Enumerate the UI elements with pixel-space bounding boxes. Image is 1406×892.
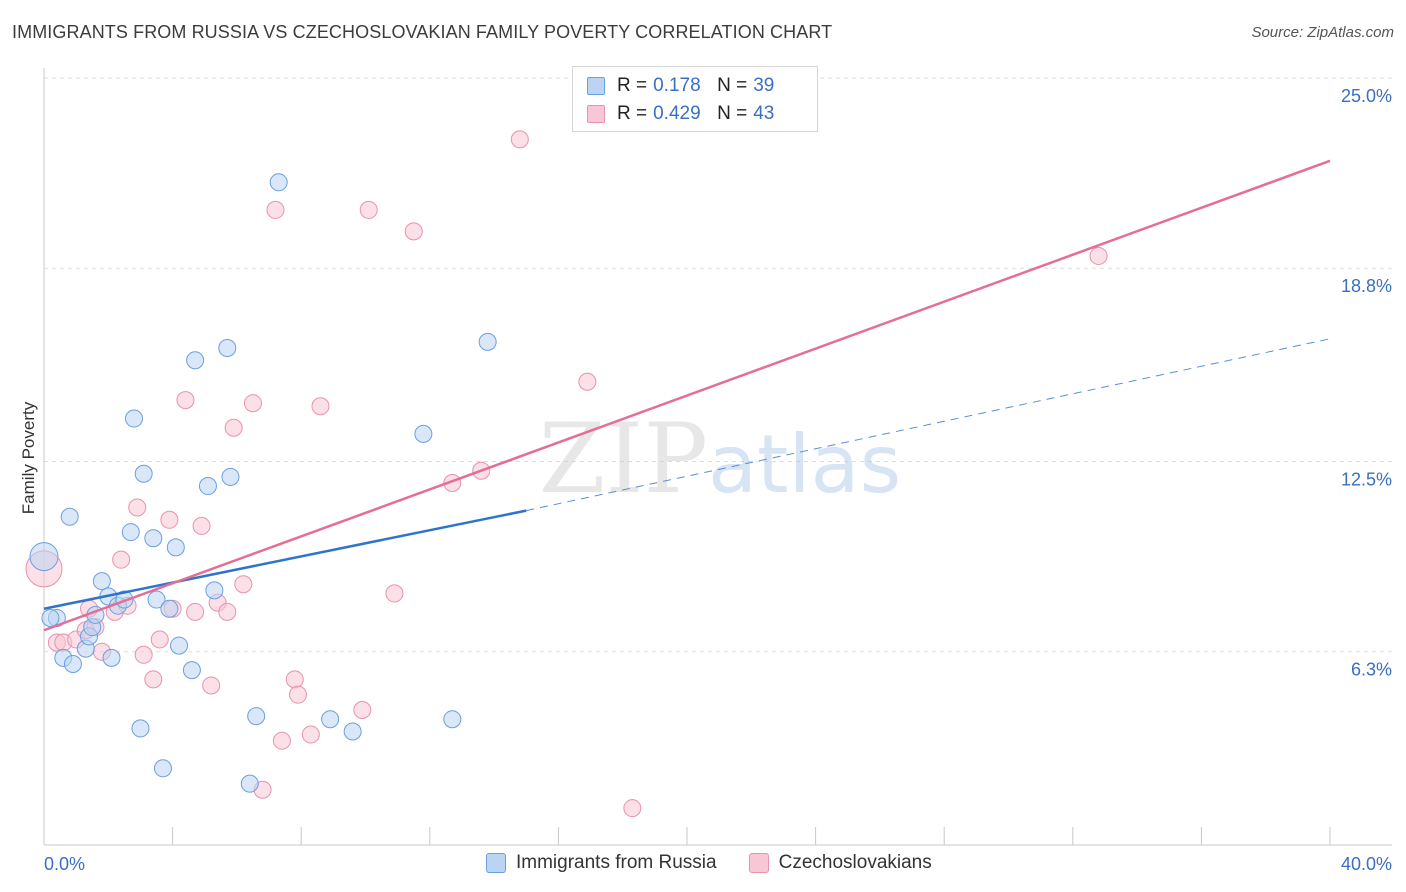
russia-point — [147, 590, 166, 609]
czech-point — [160, 510, 179, 529]
czech-point — [144, 670, 163, 689]
czech-point — [1089, 246, 1108, 265]
russia-swatch — [587, 77, 605, 95]
russia-point — [63, 654, 82, 673]
stats-legend: R = 0.178 N = 39 R = 0.429 N = 43 — [572, 66, 818, 132]
y-tick-label: 18.8% — [1341, 276, 1392, 296]
y-tick-label: 25.0% — [1341, 86, 1392, 106]
legend-item-czech: Czechoslovakians — [748, 852, 932, 874]
stats-legend-row-czech: R = 0.429 N = 43 — [587, 101, 774, 127]
y-axis-title: Family Poverty — [19, 401, 38, 514]
russia-trendline — [43, 509, 527, 610]
chart-title: IMMIGRANTS FROM RUSSIA VS CZECHOSLOVAKIA… — [12, 22, 833, 42]
russia-point — [160, 599, 179, 618]
russia-point — [443, 710, 462, 729]
n-value: 43 — [753, 103, 775, 124]
czech-point — [578, 372, 597, 391]
x-tick-label: 0.0% — [44, 854, 85, 874]
czech-point — [353, 701, 372, 720]
y-tick-label: 6.3% — [1351, 660, 1392, 680]
czech-point — [112, 550, 131, 569]
russia-point — [247, 707, 266, 726]
series-legend: Immigrants from Russia Czechoslovakians — [486, 852, 964, 874]
russia-point — [121, 523, 140, 542]
russia-point — [186, 351, 205, 370]
n-label: N = — [717, 75, 748, 96]
czech-point — [301, 725, 320, 744]
czech-point — [285, 670, 304, 689]
czech-point — [623, 799, 642, 818]
czech-point — [202, 676, 221, 695]
russia-point — [221, 467, 240, 486]
legend-label-czech: Czechoslovakians — [778, 852, 932, 873]
russia-point — [205, 581, 224, 600]
russia-point — [102, 648, 121, 667]
y-tick-label: 12.5% — [1341, 470, 1392, 490]
russia-point — [414, 424, 433, 443]
czech-legend-swatch — [748, 853, 769, 873]
czech-point — [266, 200, 285, 219]
czech-point — [385, 584, 404, 603]
russia-point — [41, 608, 60, 627]
r-value: 0.429 — [653, 103, 701, 124]
czech-swatch — [587, 105, 605, 123]
r-label: R = — [617, 103, 648, 124]
czech-point — [186, 602, 205, 621]
czech-point — [272, 731, 291, 750]
russia-point — [125, 409, 144, 428]
russia-point — [218, 338, 237, 357]
stats-legend-row-russia: R = 0.178 N = 39 — [587, 73, 774, 99]
czech-point — [288, 685, 307, 704]
russia-point — [321, 710, 340, 729]
czech-point — [359, 200, 378, 219]
n-label: N = — [717, 103, 748, 124]
russia-point — [343, 722, 362, 741]
czech-point — [128, 498, 147, 517]
czech-point — [234, 575, 253, 594]
russia-point — [166, 538, 185, 557]
russia-point — [240, 774, 259, 793]
russia-point — [131, 719, 150, 738]
czech-point — [134, 645, 153, 664]
russia-point — [153, 759, 172, 778]
russia-trendline-extension — [526, 338, 1331, 512]
russia-point — [60, 507, 79, 526]
czech-point — [311, 397, 330, 416]
russia-point — [92, 572, 111, 591]
russia-point — [269, 173, 288, 192]
czech-point — [243, 394, 262, 413]
czech-point — [404, 222, 423, 241]
czech-point — [510, 130, 529, 149]
legend-item-russia: Immigrants from Russia — [486, 852, 717, 874]
x-tick-label: 40.0% — [1341, 854, 1392, 874]
czech-point — [192, 516, 211, 535]
source-label: Source: ZipAtlas.com — [1251, 24, 1394, 41]
legend-label-russia: Immigrants from Russia — [516, 852, 717, 873]
russia-point — [144, 529, 163, 548]
czech-point — [218, 602, 237, 621]
russia-point — [29, 542, 59, 572]
r-label: R = — [617, 75, 648, 96]
russia-legend-swatch — [486, 853, 506, 873]
czech-point — [150, 630, 169, 649]
russia-point — [134, 464, 153, 483]
czech-point — [224, 418, 243, 437]
russia-point — [182, 661, 201, 680]
watermark: ZIPatlas — [539, 403, 902, 515]
czech-point — [176, 391, 195, 410]
r-value: 0.178 — [653, 75, 701, 96]
n-value: 39 — [753, 75, 775, 96]
russia-point — [115, 590, 134, 609]
russia-point — [170, 636, 189, 655]
czech-trendline — [43, 159, 1331, 632]
russia-point — [198, 477, 217, 496]
russia-point — [478, 332, 497, 351]
